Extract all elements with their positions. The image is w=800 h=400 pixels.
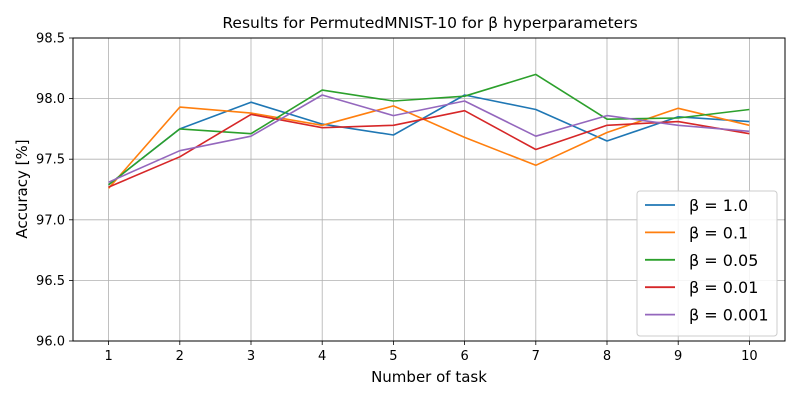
x-tick-label: 4	[318, 349, 326, 364]
legend-label-1: β = 0.1	[689, 223, 748, 242]
y-tick-label: 96.0	[36, 335, 65, 350]
y-axis-label: Accuracy [%]	[13, 139, 31, 238]
series-line-0	[108, 94, 750, 186]
x-tick-label: 5	[389, 349, 397, 364]
y-tick-label: 97.5	[36, 153, 65, 168]
x-axis: 1 2 3 4 5 6 7 8 9 10	[104, 341, 758, 364]
x-tick-label: 3	[247, 349, 255, 364]
legend-label-2: β = 0.05	[689, 251, 758, 270]
series-line-3	[108, 109, 750, 188]
x-tick-label: 7	[532, 349, 540, 364]
series-line-4	[108, 94, 750, 183]
series-line-2	[108, 73, 750, 186]
x-tick-label: 6	[460, 349, 468, 364]
y-axis: 96.0 96.5 97.0 97.5 98.0 98.5	[36, 32, 73, 350]
plot-frame	[72, 37, 786, 342]
legend: β = 1.0 β = 0.1 β = 0.05 β = 0.01 β = 0.001	[636, 190, 778, 337]
y-tick-label: 98.0	[36, 92, 65, 107]
x-tick-label: 1	[104, 349, 112, 364]
legend-box	[636, 190, 778, 337]
y-tick-label: 96.5	[36, 274, 65, 289]
x-tick-label: 8	[603, 349, 611, 364]
legend-label-4: β = 0.001	[689, 306, 769, 325]
x-tick-label: 10	[741, 349, 758, 364]
legend-label-3: β = 0.01	[689, 278, 758, 297]
series-layer	[107, 73, 750, 189]
legend-label-0: β = 1.0	[689, 196, 748, 215]
y-tick-label: 98.5	[36, 32, 65, 47]
x-tick-label: 2	[176, 349, 184, 364]
y-tick-label: 97.0	[36, 213, 65, 228]
x-tick-label: 9	[674, 349, 682, 364]
x-axis-label: Number of task	[371, 368, 487, 386]
chart-title: Results for PermutedMNIST-10 for β hyper…	[222, 14, 637, 32]
